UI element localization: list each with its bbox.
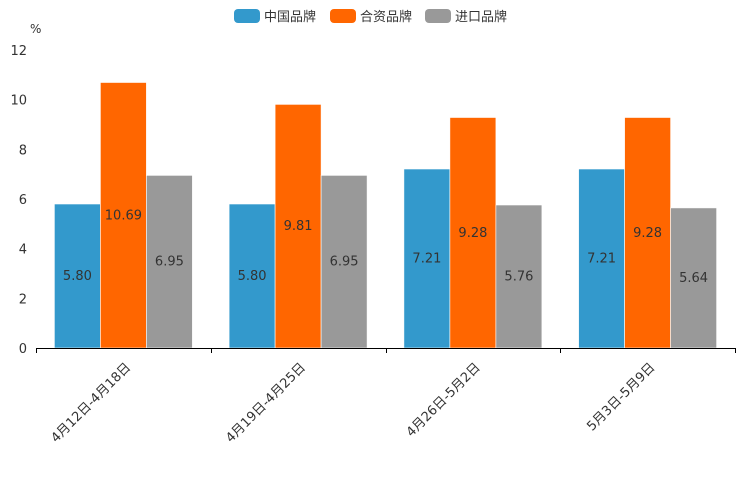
x-tick-label: 4月19日-4月25日 [223,360,309,446]
bar [228,203,276,349]
y-axis: 0 2 4 6 8 10 12 [10,44,27,357]
legend-label: 合资品牌 [360,9,412,25]
legend: 中国品牌 合资品牌 进口品牌 [234,9,507,25]
legend-label: 中国品牌 [264,9,316,25]
data-label: 9.28 [633,226,662,241]
data-label: 9.81 [284,219,313,234]
data-label: 6.95 [330,255,359,270]
bars: 5.80 10.69 6.95 5.80 9.81 6.95 7.21 9.28 5.76 7.2… [54,82,717,349]
y-tick-label: 6 [19,193,27,208]
y-tick-label: 10 [10,94,27,109]
y-tick-label: 12 [10,44,27,59]
legend-swatch [234,9,260,23]
x-tick-label: 4月26日-5月2日 [404,360,484,440]
legend-swatch [330,9,356,23]
data-label: 6.95 [155,255,184,270]
bar [274,104,322,349]
x-tick-label: 5月3日-5月9日 [584,360,658,434]
data-label: 5.64 [679,271,708,286]
bar [578,168,625,349]
data-label: 10.69 [105,208,142,223]
y-axis-unit-label: % [30,22,41,36]
y-tick-label: 0 [19,342,27,357]
data-label: 5.80 [63,269,92,284]
y-tick-label: 2 [19,292,27,307]
bar [100,82,147,349]
data-label: 5.76 [504,270,533,285]
bar [320,175,368,349]
data-label: 7.21 [587,252,616,267]
bar [54,203,101,349]
y-tick-label: 8 [19,143,27,158]
y-tick-label: 4 [19,243,27,258]
bar [670,207,717,349]
x-axis: 4月12日-4月18日 4月19日-4月25日 4月26日-5月2日 5月3日-5月9… [36,348,736,446]
legend-swatch [425,9,451,23]
data-label: 5.80 [238,269,267,284]
bar [146,175,193,349]
data-label: 7.21 [412,252,441,267]
data-label: 9.28 [458,226,487,241]
bar [449,117,497,349]
x-tick-label: 4月12日-4月18日 [48,360,134,446]
legend-label: 进口品牌 [455,9,507,25]
